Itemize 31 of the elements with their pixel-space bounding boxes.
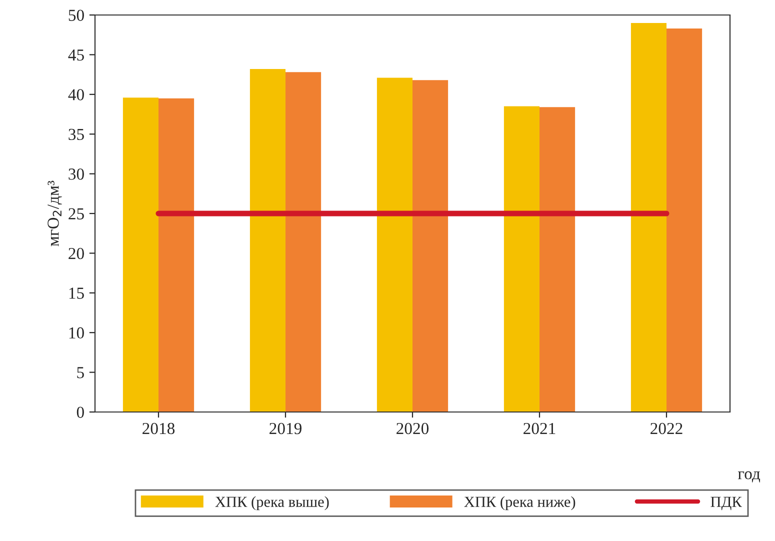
- x-tick-label: 2021: [524, 422, 556, 434]
- y-tick-label: 10: [69, 327, 84, 339]
- y-tick-label: 30: [68, 168, 84, 180]
- x-tick-label: 2022: [650, 422, 682, 434]
- bar: [630, 22, 666, 412]
- bar: [412, 80, 448, 412]
- bar: [540, 107, 576, 412]
- y-tick-label: 35: [68, 128, 84, 140]
- legend-label: ХПК (река выше): [215, 496, 329, 510]
- bar: [504, 106, 540, 412]
- bar: [376, 78, 412, 412]
- y-tick-label: 0: [76, 406, 84, 418]
- bar: [286, 72, 322, 412]
- x-tick-label: 2020: [396, 422, 429, 434]
- x-axis-title: год: [738, 471, 760, 482]
- y-tick-label: 15: [69, 288, 84, 299]
- y-tick-label: 20: [68, 248, 84, 260]
- legend-label: ХПК (река ниже): [464, 496, 576, 510]
- x-tick-label: 2018: [142, 422, 175, 434]
- y-tick-label: 50: [68, 10, 84, 21]
- bar: [122, 98, 158, 412]
- y-tick-label: 45: [68, 50, 84, 61]
- y-tick-label: 40: [68, 89, 84, 100]
- bar: [158, 98, 194, 412]
- bar: [666, 28, 702, 412]
- x-tick-label: 2019: [270, 422, 302, 434]
- bar: [250, 68, 286, 412]
- y-tick-label: 5: [77, 367, 84, 378]
- y-tick-label: 25: [68, 208, 84, 220]
- y-axis-title: мгО$_{2}$/дм³: [48, 180, 62, 246]
- legend-label: ПДК: [710, 496, 742, 510]
